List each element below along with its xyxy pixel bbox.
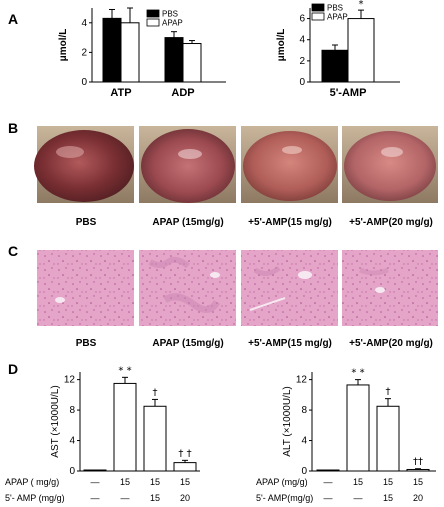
dose-apap-0: — [91, 477, 100, 487]
legend-label-apap: APAP [327, 13, 348, 22]
y-tick-label: 8 [301, 405, 307, 416]
y-tick-label: 0 [299, 77, 305, 88]
row-label-5amp: 5'- AMP (mg/g) [5, 493, 65, 503]
dose-apap-2: 15 [383, 477, 393, 487]
y-tick-label: 4 [69, 436, 75, 447]
histology-pbs [37, 250, 134, 326]
caption-b-2: APAP (15mg/g) [152, 217, 223, 228]
caption-c-2: APAP (15mg/g) [152, 338, 223, 349]
legend-swatch-pbs [146, 9, 160, 18]
category-label: ADP [171, 87, 194, 99]
bar-1 [346, 384, 370, 472]
y-tick-label: 12 [64, 375, 76, 386]
y-tick-label: 2 [81, 47, 87, 58]
bar-apap-0 [347, 18, 375, 83]
legend-label-pbs: PBS [327, 4, 343, 13]
y-tick-label: 4 [81, 18, 87, 29]
caption-b-1: PBS [76, 217, 97, 228]
bar-2 [143, 405, 167, 472]
liver-photo-pbs [34, 126, 134, 203]
caption-c-1: PBS [76, 338, 97, 349]
dose-5amp-1: — [121, 493, 130, 503]
row-label-apap: APAP ( mg/g) [5, 477, 59, 487]
liver-photo-apap [139, 126, 236, 203]
y-tick-label: 6 [299, 14, 305, 25]
dose-apap-3: 15 [180, 477, 190, 487]
dose-5amp-2: 15 [383, 493, 393, 503]
bar-3 [173, 462, 197, 472]
y-axis-title: AST (×1000U/L) [50, 385, 61, 457]
y-tick-label: 8 [69, 405, 75, 416]
y-tick-label: 2 [299, 56, 305, 67]
dose-5amp-3: 20 [413, 493, 423, 503]
dose-5amp-1: — [354, 493, 363, 503]
caption-b-3: +5'-AMP(15 mg/g) [248, 217, 332, 228]
dose-5amp-2: 15 [150, 493, 160, 503]
significance-marker: † [153, 387, 158, 398]
dose-5amp-0: — [91, 493, 100, 503]
y-axis-title: μmol/L [276, 29, 287, 62]
liver-photo-5amp-20 [342, 126, 438, 203]
y-tick-label: 0 [81, 77, 87, 88]
bar-0 [316, 469, 340, 472]
caption-c-3: +5'-AMP(15 mg/g) [248, 338, 332, 349]
y-tick-label: 0 [301, 466, 307, 477]
bar-pbs-0 [321, 49, 349, 83]
liver-photos [34, 126, 438, 203]
bar-1 [113, 382, 137, 472]
legend-swatch-pbs [311, 3, 325, 12]
bar-2 [376, 405, 400, 472]
y-tick-label: 12 [296, 375, 308, 386]
caption-b-4: +5'-AMP(20 mg/g) [349, 217, 433, 228]
panel-letter-d: D [8, 361, 18, 377]
bar-apap-0 [120, 22, 140, 83]
dose-apap-1: 15 [120, 477, 130, 487]
dose-5amp-3: 20 [180, 493, 190, 503]
bar-pbs-0 [102, 17, 122, 83]
panel-letter-a: A [8, 11, 18, 27]
row-label-5amp: 5'- AMP(mg/g) [256, 493, 313, 503]
dose-apap-3: 15 [413, 477, 423, 487]
y-tick-label: 0 [69, 466, 75, 477]
row-label-apap: APAP (mg/g) [256, 477, 308, 487]
significance-marker: * * [351, 368, 364, 379]
histology-5amp-15 [241, 250, 338, 326]
legend-swatch-apap [146, 18, 160, 27]
histology-apap [139, 250, 236, 326]
significance-marker: * [359, 0, 364, 10]
significance-marker: †† [413, 457, 423, 468]
liver-photo-5amp-15 [241, 126, 338, 203]
dose-apap-2: 15 [150, 477, 160, 487]
histology-images [37, 250, 438, 326]
legend-swatch-apap [311, 12, 325, 21]
panel-letter-b: B [8, 120, 18, 136]
dose-apap-1: 15 [353, 477, 363, 487]
histology-5amp-20 [342, 250, 438, 326]
bar-3 [406, 468, 430, 472]
legend-label-apap: APAP [162, 19, 183, 28]
dose-5amp-0: — [324, 493, 333, 503]
panel-letter-c: C [8, 243, 18, 259]
y-axis-title: μmol/L [58, 29, 69, 62]
legend-label-pbs: PBS [162, 10, 178, 19]
category-label: ATP [110, 87, 131, 99]
y-axis-title: ALT (×1000U/L) [282, 386, 293, 457]
bar-0 [83, 469, 107, 472]
category-label: 5'-AMP [330, 87, 367, 99]
bar-apap-1 [182, 43, 202, 83]
y-tick-label: 4 [299, 35, 305, 46]
bar-pbs-1 [164, 37, 184, 83]
y-tick-label: 4 [301, 436, 307, 447]
significance-marker: † [386, 387, 391, 398]
significance-marker: † † [178, 448, 191, 459]
dose-apap-0: — [324, 477, 333, 487]
significance-marker: * * [118, 365, 131, 376]
caption-c-4: +5'-AMP(20 mg/g) [349, 338, 433, 349]
